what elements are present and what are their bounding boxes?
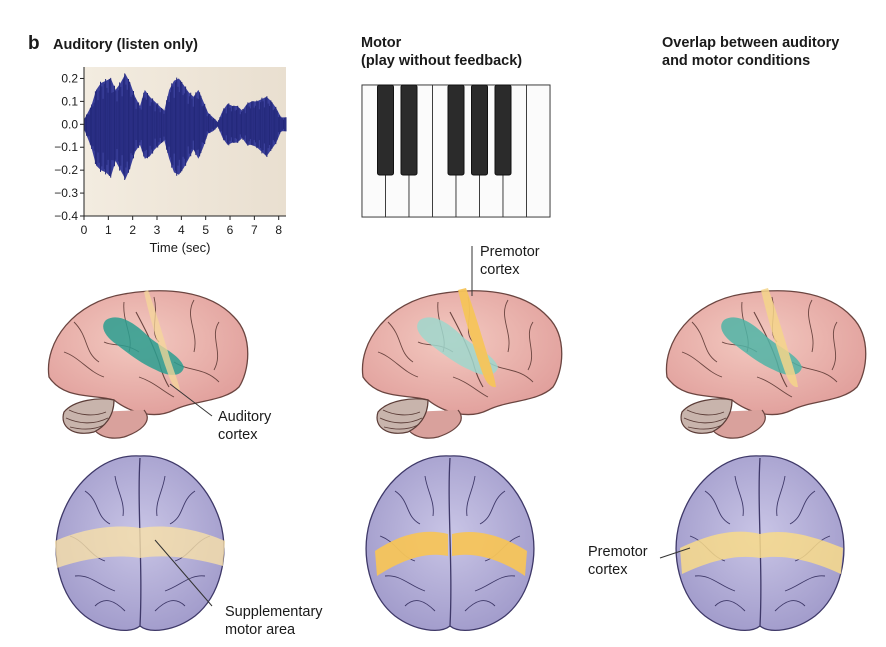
black-key [447,84,465,176]
premotor-cortex-right-label: Premotor cortex [588,543,648,579]
sma-label-line1: Supplementary [225,604,323,620]
white-key [526,84,551,218]
lateral-brain-overlap [665,288,867,439]
overlap-motor-band-region [680,531,843,574]
premotor-cortex-region [458,288,496,388]
x-tick-label: 7 [251,223,258,237]
premotor-label-line2: cortex [480,262,520,278]
premotor-faint-region [144,290,180,390]
x-tick-label: 4 [178,223,185,237]
x-tick-label: 2 [129,223,136,237]
premotor-left-region [375,531,448,576]
y-tick-label: −0.1 [54,140,78,154]
auditory-column-title: Auditory (listen only) [53,36,198,54]
premotor-right-leader-line [659,547,691,559]
auditory-label-line1: Auditory [218,409,272,425]
x-axis-label: Time (sec) [150,240,211,255]
y-tick-label: −0.3 [54,186,78,200]
auditory-cortex-label: Auditory cortex [218,408,271,444]
x-tick-label: 6 [227,223,234,237]
lateral-brain-auditory [47,290,249,439]
black-key [471,84,488,176]
sma-label-line2: motor area [225,622,296,638]
panel-letter: b [28,33,40,54]
x-tick-label: 0 [81,223,88,237]
top-brain-motor [365,455,535,631]
y-tick-label: 0.2 [61,71,78,85]
black-key [400,84,418,176]
top-brain-overlap [675,455,845,631]
motor-title-line1: Motor [361,35,402,51]
overlap-column-title: Overlap between auditory and motor condi… [662,34,839,70]
overlap-title-line2: and motor conditions [662,53,811,69]
overlap-title-line1: Overlap between auditory [662,35,840,51]
supplementary-motor-area-label: Supplementary motor area [225,603,323,639]
black-key [494,84,512,176]
auditory-leader-line [169,383,213,417]
motor-column-title: Motor (play without feedback) [361,34,522,70]
y-tick-label: 0.0 [61,117,78,131]
premotor-label-line1: Premotor [480,244,540,260]
x-tick-label: 8 [275,223,282,237]
x-tick-label: 5 [202,223,209,237]
sma-leader-line [154,539,213,607]
auditory-title-line1: Auditory (listen only) [53,37,198,53]
auditory-cortex-faint-region [417,317,498,375]
premotor-right-label-line1: Premotor [588,544,648,560]
premotor-right-region [452,531,527,576]
x-tick-label: 1 [105,223,112,237]
auditory-label-line2: cortex [218,427,258,443]
motor-title-line2: (play without feedback) [361,53,523,69]
piano-keyboard-icon [361,84,551,218]
top-brain-auditory [55,455,225,631]
x-tick-label: 3 [154,223,161,237]
y-tick-label: 0.1 [61,94,78,108]
premotor-cortex-label: Premotor cortex [480,243,540,279]
y-tick-label: −0.2 [54,163,78,177]
y-tick-label: −0.4 [54,209,78,223]
overlap-premotor-region [761,288,798,388]
premotor-right-label-line2: cortex [588,562,628,578]
lateral-brain-motor [361,288,563,439]
black-key [377,84,394,176]
supplementary-motor-area-region [55,526,225,568]
